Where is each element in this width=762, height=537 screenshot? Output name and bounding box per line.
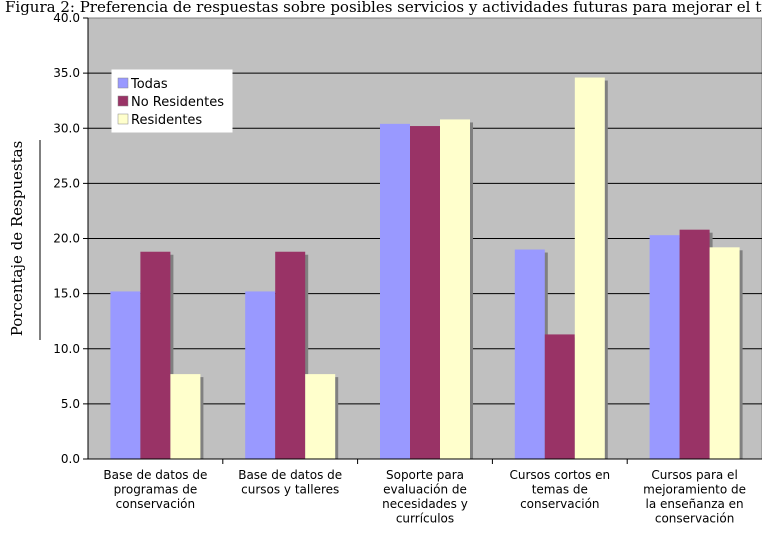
bar xyxy=(245,291,276,459)
bar xyxy=(679,229,710,459)
bar xyxy=(170,374,201,459)
x-category-label: Soporte para xyxy=(386,468,464,482)
x-category-label: conservación xyxy=(520,497,599,511)
legend: Todas No Residentes Residentes xyxy=(111,69,233,133)
bar xyxy=(140,251,171,459)
bar xyxy=(380,123,410,459)
x-category-label: cursos y talleres xyxy=(241,483,339,497)
legend-swatch xyxy=(117,113,129,125)
bar xyxy=(574,77,605,459)
x-category-label: programas de xyxy=(114,483,198,497)
y-tick-label: 10.0 xyxy=(53,342,80,356)
legend-swatch xyxy=(117,95,129,107)
legend-label: Todas xyxy=(130,77,168,92)
x-category-label: currículos xyxy=(396,512,454,526)
y-axis-label: Porcentaje de Respuestas xyxy=(8,141,26,337)
y-tick-label: 30.0 xyxy=(53,121,80,135)
x-category-label: Base de datos de xyxy=(238,468,342,482)
y-tick-label: 0.0 xyxy=(61,452,80,466)
axes xyxy=(39,17,762,464)
bar xyxy=(440,119,470,460)
x-category-label: mejoramiento de xyxy=(643,483,746,497)
y-tick-label: 40.0 xyxy=(53,11,80,25)
bar xyxy=(514,249,545,459)
x-category-label: conservación xyxy=(116,497,195,511)
legend-label: No Residentes xyxy=(131,95,224,110)
bar xyxy=(709,247,740,459)
bar xyxy=(305,374,336,459)
x-category-label: Cursos para el xyxy=(651,468,737,482)
x-category-label: conservación xyxy=(655,512,734,526)
y-tick-label: 15.0 xyxy=(53,287,80,301)
bar xyxy=(410,126,440,460)
bars-layer xyxy=(110,77,743,460)
x-category-label: la enseñanza en xyxy=(646,497,744,511)
bar xyxy=(275,251,306,459)
chart-title: Figura 2: Preferencia de respuestas sobr… xyxy=(5,0,762,16)
legend-swatch xyxy=(117,77,129,89)
legend-box xyxy=(111,69,233,133)
x-category-label: temas de xyxy=(532,483,588,497)
legend-label: Residentes xyxy=(131,113,202,128)
bar xyxy=(649,235,680,459)
y-tick-label: 20.0 xyxy=(53,232,80,246)
x-category-label: evaluación de xyxy=(383,483,467,497)
y-tick-label: 25.0 xyxy=(53,176,80,190)
bar xyxy=(544,334,575,459)
y-tick-labels: 0.0 5.0 10.0 15.0 20.0 25.0 30.0 35.0 40.0 xyxy=(53,11,80,466)
x-category-label: Base de datos de xyxy=(103,468,207,482)
y-tick-label: 35.0 xyxy=(53,66,80,80)
bar xyxy=(110,291,141,459)
x-category-label: Cursos cortos en xyxy=(510,468,611,482)
y-tick-label: 5.0 xyxy=(61,397,80,411)
x-category-label: necesidades y xyxy=(382,497,468,511)
